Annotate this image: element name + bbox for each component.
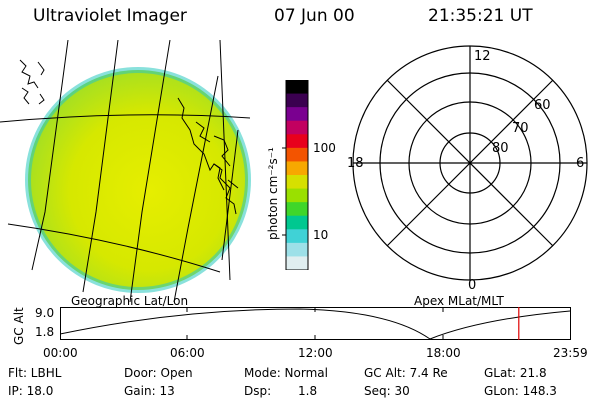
colorbar-stripe xyxy=(286,80,308,95)
colorbar-stripe xyxy=(286,161,308,176)
xtick-0600: 06:00 xyxy=(170,346,205,360)
earth-disk xyxy=(28,70,248,290)
colorbar-stripe xyxy=(286,188,308,203)
altitude-plot xyxy=(60,307,571,340)
mlt-12-label: 12 xyxy=(474,49,491,64)
altitude-tick-top: 9.0 xyxy=(35,306,55,320)
colorbar-stripe xyxy=(286,215,308,230)
status-flt: Flt: LBHL xyxy=(8,366,62,380)
mlt-18-label: 18 xyxy=(347,156,364,171)
colorbar-tick-10: 10 xyxy=(313,228,329,242)
terminator-line xyxy=(219,40,231,281)
status-gain: Gain: 13 xyxy=(124,384,175,398)
status-glat: GLat: 21.8 xyxy=(484,366,547,380)
time-label: 21:35:21 UT xyxy=(428,6,533,26)
colorbar-stripe xyxy=(286,256,308,270)
xtick-1800: 18:00 xyxy=(426,346,461,360)
altitude-tick-bottom: 1.8 xyxy=(35,325,55,339)
polar-diagonal-2 xyxy=(386,79,554,247)
status-seq: Seq: 30 xyxy=(364,384,410,398)
xtick-1200: 12:00 xyxy=(298,346,333,360)
xtick-0000: 00:00 xyxy=(43,346,78,360)
mlt-6-label: 6 xyxy=(576,156,584,171)
colorbar-stripe xyxy=(286,229,308,244)
lat-lon-grid xyxy=(0,40,251,302)
colorbar-unit-label: photon cm⁻²s⁻¹ xyxy=(266,147,280,240)
altitude-plot-frame xyxy=(60,307,571,340)
status-ip: IP: 18.0 xyxy=(8,384,54,398)
apex-label: Apex MLat/MLT xyxy=(414,294,504,308)
colorbar-tick-100: 100 xyxy=(313,141,336,155)
status-dsp-label: Dsp: xyxy=(244,384,272,398)
geographic-label: Geographic Lat/Lon xyxy=(71,294,189,308)
status-door: Door: Open xyxy=(124,366,193,380)
colorbar-stripe xyxy=(286,175,308,190)
lat-70-label: 70 xyxy=(512,121,529,136)
status-mode: Mode: Normal xyxy=(244,366,328,380)
xtick-2359: 23:59 xyxy=(553,346,588,360)
colorbar-stripe xyxy=(286,120,308,135)
mlt-0-label: 0 xyxy=(468,278,476,293)
status-gc-alt: GC Alt: 7.4 Re xyxy=(364,366,448,380)
colorbar-stripe xyxy=(286,107,308,122)
status-dsp-value: 1.8 xyxy=(298,384,318,398)
colorbar-stripe xyxy=(286,93,308,108)
colorbar xyxy=(282,80,309,270)
lat-60-label: 60 xyxy=(534,98,551,113)
colorbar-stripe xyxy=(286,242,308,257)
instrument-title: Ultraviolet Imager xyxy=(33,6,187,26)
uv-earth-image xyxy=(0,40,251,302)
colorbar-stripe xyxy=(286,147,308,162)
polar-plot: 12 18 6 0 60 70 80 xyxy=(347,45,588,293)
date-label: 07 Jun 00 xyxy=(274,6,355,26)
altitude-axis-label: GC Alt xyxy=(12,307,26,345)
lat-80-label: 80 xyxy=(492,141,509,156)
status-glon: GLon: 148.3 xyxy=(484,384,557,398)
colorbar-stripe xyxy=(286,202,308,217)
colorbar-stripe xyxy=(286,134,308,149)
altitude-curve xyxy=(60,308,571,340)
